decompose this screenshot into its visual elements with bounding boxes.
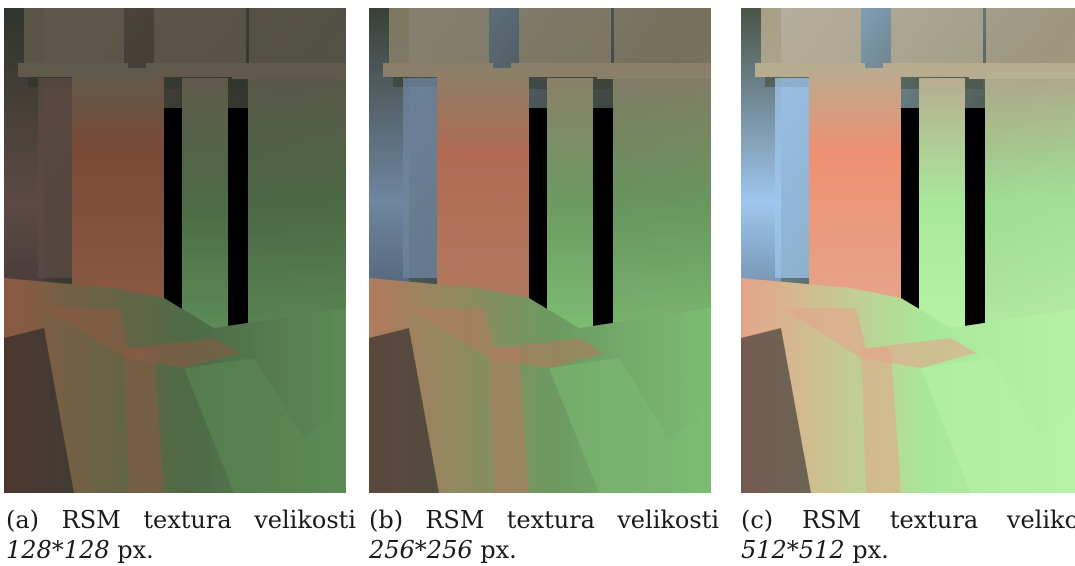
caption-word: velikosti [254, 506, 356, 534]
caption-unit: px. [117, 536, 154, 564]
subfigure-b-image [369, 8, 711, 493]
caption-word: RSM [801, 506, 862, 534]
subfigure-b-caption: (b) RSM textura velikosti 256*256 px. [369, 505, 719, 565]
caption-unit: px. [852, 536, 889, 564]
caption-unit: px. [480, 536, 517, 564]
caption-word: velikosti [617, 506, 719, 534]
caption-size: 128*128 [6, 536, 110, 564]
caption-size: 512*512 [741, 536, 845, 564]
subfigure-a-image [4, 8, 346, 493]
caption-word: RSM [61, 506, 121, 534]
caption-word: velikost [1006, 506, 1075, 534]
caption-label: (b) [369, 506, 404, 534]
caption-word: textura [143, 506, 232, 534]
subfigure-a-caption: (a) RSM textura velikosti 128*128 px. [6, 505, 356, 565]
subfigure-c-image [741, 8, 1075, 493]
caption-word: RSM [425, 506, 485, 534]
caption-size: 256*256 [369, 536, 473, 564]
caption-label: (a) [6, 506, 40, 534]
caption-word: textura [506, 506, 595, 534]
subfigure-c-caption: (c) RSM textura velikost 512*512 px. [741, 505, 1075, 565]
caption-label: (c) [741, 506, 774, 534]
caption-word: textura [889, 506, 979, 534]
